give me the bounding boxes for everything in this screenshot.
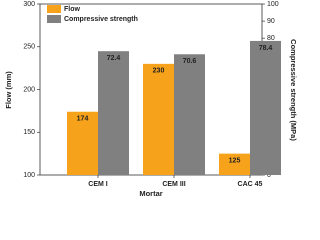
y2-tick-label: 100 xyxy=(267,1,279,8)
bar xyxy=(67,111,98,175)
x-axis-label: Mortar xyxy=(139,189,162,198)
value-label: 230 xyxy=(153,68,165,75)
legend-label: Compressive strength xyxy=(64,16,138,23)
value-label: 78.4 xyxy=(259,45,273,52)
legend-swatch xyxy=(47,15,61,23)
y2-axis-label: Compressive strength (MPa) xyxy=(289,39,298,141)
chart: Mortar Flow (mm) Compressive strength (M… xyxy=(4,1,298,198)
value-label: 125 xyxy=(229,157,241,164)
y-axis-label: Flow (mm) xyxy=(4,71,13,109)
value-label: 72.4 xyxy=(107,55,121,62)
bar xyxy=(98,51,129,175)
y2-tick-label: 0 xyxy=(267,172,271,179)
x-tick-label: CEM III xyxy=(162,181,185,188)
x-tick-label: CAC 45 xyxy=(238,181,263,188)
bar xyxy=(174,54,205,175)
y2-tick-label: 80 xyxy=(267,35,275,42)
y-tick-label: 200 xyxy=(23,86,35,93)
y-tick-label: 300 xyxy=(23,1,35,8)
value-label: 174 xyxy=(77,116,89,123)
y2-tick-label: 90 xyxy=(267,18,275,25)
bar xyxy=(250,40,281,175)
legend-label: Flow xyxy=(64,6,80,13)
y-tick-label: 250 xyxy=(23,44,35,51)
bar xyxy=(143,63,174,175)
x-tick-label: CEM I xyxy=(88,181,108,188)
value-label: 70.6 xyxy=(183,58,197,65)
y-tick-label: 100 xyxy=(23,172,35,179)
legend-swatch xyxy=(47,5,61,13)
bar xyxy=(219,153,250,175)
y-tick-label: 150 xyxy=(23,129,35,136)
